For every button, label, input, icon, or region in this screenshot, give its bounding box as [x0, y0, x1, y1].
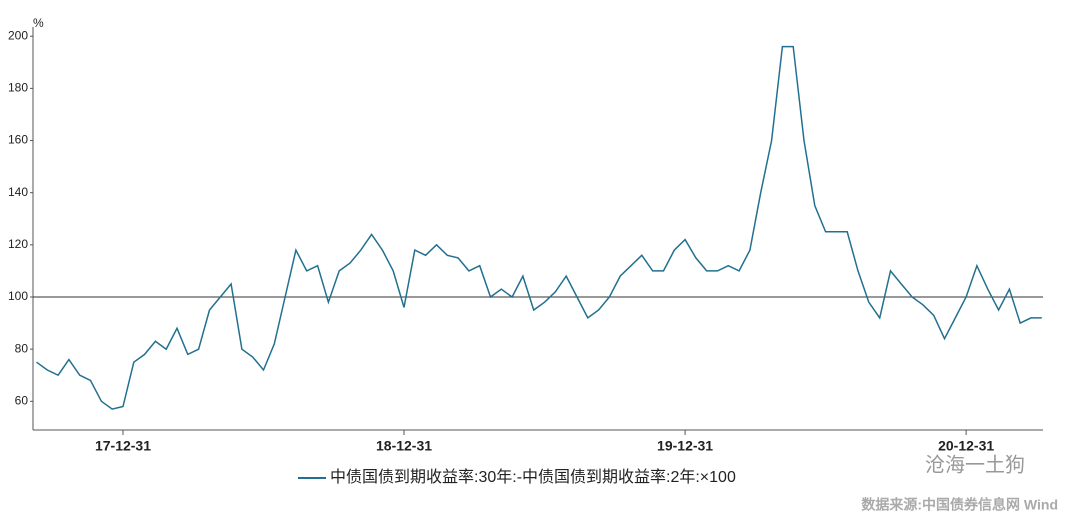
series-line [36, 45, 1042, 410]
y-unit: % [33, 16, 44, 30]
y-tick-label: 60 [15, 393, 29, 407]
y-tick-label: 120 [8, 237, 28, 251]
y-tick-label: 200 [8, 28, 28, 42]
watermark: 沧海一土狗 [925, 453, 1025, 476]
y-tick-label: 140 [8, 185, 28, 199]
y-tick-label: 80 [15, 341, 29, 355]
x-tick-label: 17-12-31 [95, 438, 151, 454]
y-tick-label: 100 [8, 289, 28, 303]
legend-label: 中债国债到期收益率:30年:-中债国债到期收益率:2年:×100 [330, 468, 736, 486]
y-tick-label: 160 [8, 133, 28, 147]
source: 数据来源:中国债券信息网 Wind [861, 497, 1058, 513]
x-tick-label: 20-12-31 [938, 438, 994, 454]
y-tick-label: 180 [8, 81, 28, 95]
x-tick-label: 19-12-31 [657, 438, 713, 454]
x-tick-label: 18-12-31 [376, 438, 432, 454]
